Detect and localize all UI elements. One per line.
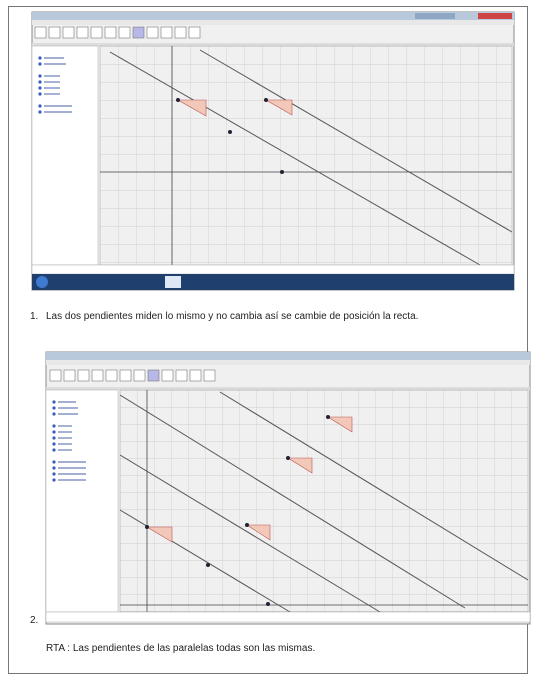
item-number: 1. <box>30 310 46 324</box>
page: 1.Las dos pendientes miden lo mismo y no… <box>0 0 537 681</box>
answer-text: RTA : Las pendientes de las paralelas to… <box>46 642 315 656</box>
item-text: Las dos pendientes miden lo mismo y no c… <box>46 310 436 324</box>
screenshot-1 <box>32 12 514 290</box>
screenshots <box>0 0 537 681</box>
list-item-1: 1.Las dos pendientes miden lo mismo y no… <box>30 310 450 324</box>
screenshot-2 <box>46 352 530 624</box>
list-item-2: 2. <box>30 614 38 628</box>
